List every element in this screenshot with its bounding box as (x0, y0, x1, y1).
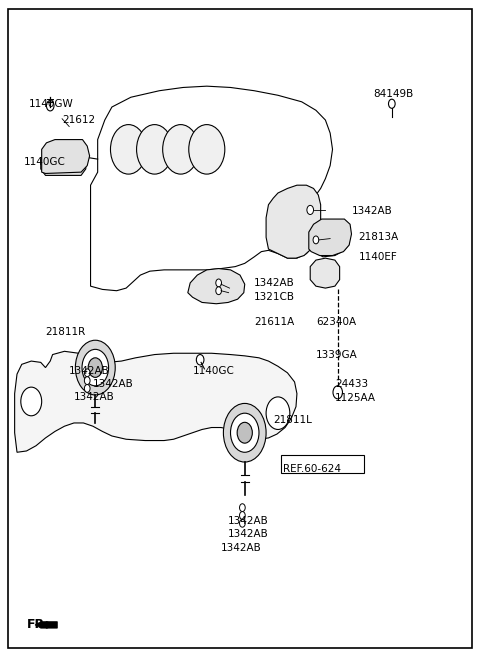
Circle shape (230, 413, 259, 452)
Circle shape (163, 125, 199, 174)
Text: 1342AB: 1342AB (228, 516, 269, 526)
Circle shape (137, 125, 173, 174)
Circle shape (266, 397, 290, 430)
Text: 1321CB: 1321CB (254, 292, 295, 302)
Text: 24433: 24433 (335, 379, 368, 389)
Polygon shape (313, 224, 349, 257)
Circle shape (88, 358, 102, 377)
Text: 21811R: 21811R (46, 327, 86, 337)
Circle shape (333, 386, 342, 399)
Text: 1339GA: 1339GA (316, 350, 358, 359)
Circle shape (388, 99, 395, 108)
Text: 1342AB: 1342AB (221, 543, 262, 553)
Circle shape (84, 384, 90, 392)
Circle shape (313, 236, 319, 244)
Text: 1342AB: 1342AB (93, 379, 133, 389)
Circle shape (216, 287, 221, 294)
Circle shape (240, 512, 245, 520)
Polygon shape (14, 351, 297, 452)
Circle shape (240, 520, 245, 527)
Circle shape (240, 504, 245, 512)
Circle shape (84, 376, 90, 384)
Text: 21612: 21612 (62, 115, 95, 125)
Circle shape (216, 279, 221, 287)
Circle shape (75, 340, 115, 395)
Circle shape (110, 125, 146, 174)
Circle shape (21, 387, 42, 416)
Circle shape (196, 355, 204, 365)
Polygon shape (91, 86, 333, 290)
Text: 1342AB: 1342AB (228, 529, 269, 539)
Polygon shape (35, 622, 57, 628)
Text: 1140GC: 1140GC (24, 158, 66, 168)
Polygon shape (188, 269, 245, 304)
Text: 1342AB: 1342AB (69, 366, 110, 376)
Text: 1140EF: 1140EF (359, 252, 397, 262)
Circle shape (47, 101, 54, 111)
Polygon shape (310, 258, 340, 288)
Text: 21813A: 21813A (359, 233, 399, 242)
Polygon shape (266, 185, 321, 258)
Text: 1342AB: 1342AB (254, 278, 295, 288)
Polygon shape (42, 139, 90, 173)
Text: 62340A: 62340A (316, 317, 356, 327)
Circle shape (82, 350, 108, 386)
Polygon shape (41, 149, 86, 175)
Text: 1342AB: 1342AB (351, 206, 392, 216)
Circle shape (84, 369, 90, 376)
Bar (281, 455, 364, 473)
Text: 21811L: 21811L (273, 415, 312, 424)
Circle shape (189, 125, 225, 174)
Text: 84149B: 84149B (373, 89, 413, 99)
Text: 1140GW: 1140GW (29, 99, 73, 109)
Text: REF.60-624: REF.60-624 (283, 464, 341, 474)
Text: 1342AB: 1342AB (74, 392, 115, 402)
Text: 1125AA: 1125AA (335, 393, 376, 403)
Text: 21611A: 21611A (254, 317, 295, 327)
Circle shape (223, 403, 266, 462)
Circle shape (237, 422, 252, 443)
Circle shape (307, 206, 313, 214)
Text: 1140GC: 1140GC (192, 366, 234, 376)
Text: FR.: FR. (26, 618, 49, 631)
Polygon shape (309, 219, 351, 256)
